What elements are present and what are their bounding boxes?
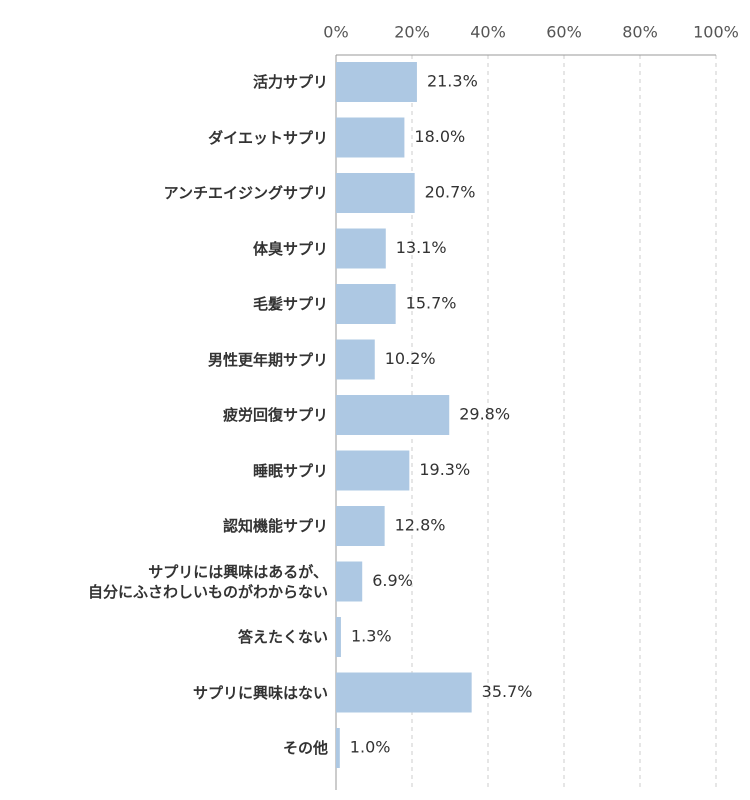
- value-label: 12.8%: [395, 516, 446, 535]
- value-label: 18.0%: [414, 127, 465, 146]
- category-label: 認知機能サプリ: [222, 517, 328, 535]
- category-label: 睡眠サプリ: [252, 461, 328, 480]
- value-label: 1.3%: [351, 627, 392, 646]
- bar: [336, 728, 340, 768]
- x-tick-label: 40%: [470, 23, 506, 42]
- category-label: 疲労回復サプリ: [222, 406, 328, 424]
- bar: [336, 450, 410, 491]
- bar: [336, 173, 415, 213]
- value-label: 15.7%: [406, 294, 457, 313]
- category-label: サプリには興味はあるが、 自分にふさわしいものがわからない: [87, 562, 328, 601]
- category-label: 活力サプリ: [252, 73, 328, 91]
- value-label: 35.7%: [482, 682, 533, 701]
- value-label: 29.8%: [459, 405, 510, 424]
- bar: [336, 672, 472, 713]
- bar: [336, 62, 417, 102]
- bar: [336, 228, 386, 269]
- bar: [336, 395, 450, 435]
- bar: [336, 284, 396, 324]
- bar: [336, 339, 375, 380]
- bar: [336, 117, 405, 158]
- category-label: 毛髪サプリ: [252, 295, 328, 313]
- value-label: 21.3%: [427, 72, 478, 91]
- x-tick-label: 0%: [323, 23, 348, 42]
- category-label: ダイエットサプリ: [208, 128, 328, 147]
- value-label: 10.2%: [385, 349, 436, 368]
- category-label: アンチエイジングサプリ: [163, 184, 328, 202]
- x-tick-label: 100%: [693, 23, 739, 42]
- x-tick-label: 80%: [622, 23, 658, 42]
- value-label: 20.7%: [425, 183, 476, 202]
- bar: [336, 561, 363, 602]
- value-label: 13.1%: [396, 238, 447, 257]
- category-label: 体臭サプリ: [252, 239, 328, 258]
- value-label: 1.0%: [350, 738, 391, 757]
- category-label: 答えたくない: [237, 628, 328, 646]
- value-label: 6.9%: [372, 571, 413, 590]
- x-tick-label: 60%: [546, 23, 582, 42]
- bar: [336, 506, 385, 546]
- category-label: 男性更年期サプリ: [207, 350, 328, 369]
- bar: [336, 617, 341, 657]
- category-label: その他: [282, 739, 328, 757]
- x-tick-label: 20%: [394, 23, 430, 42]
- value-label: 19.3%: [419, 460, 470, 479]
- category-label: サプリに興味はない: [192, 683, 328, 702]
